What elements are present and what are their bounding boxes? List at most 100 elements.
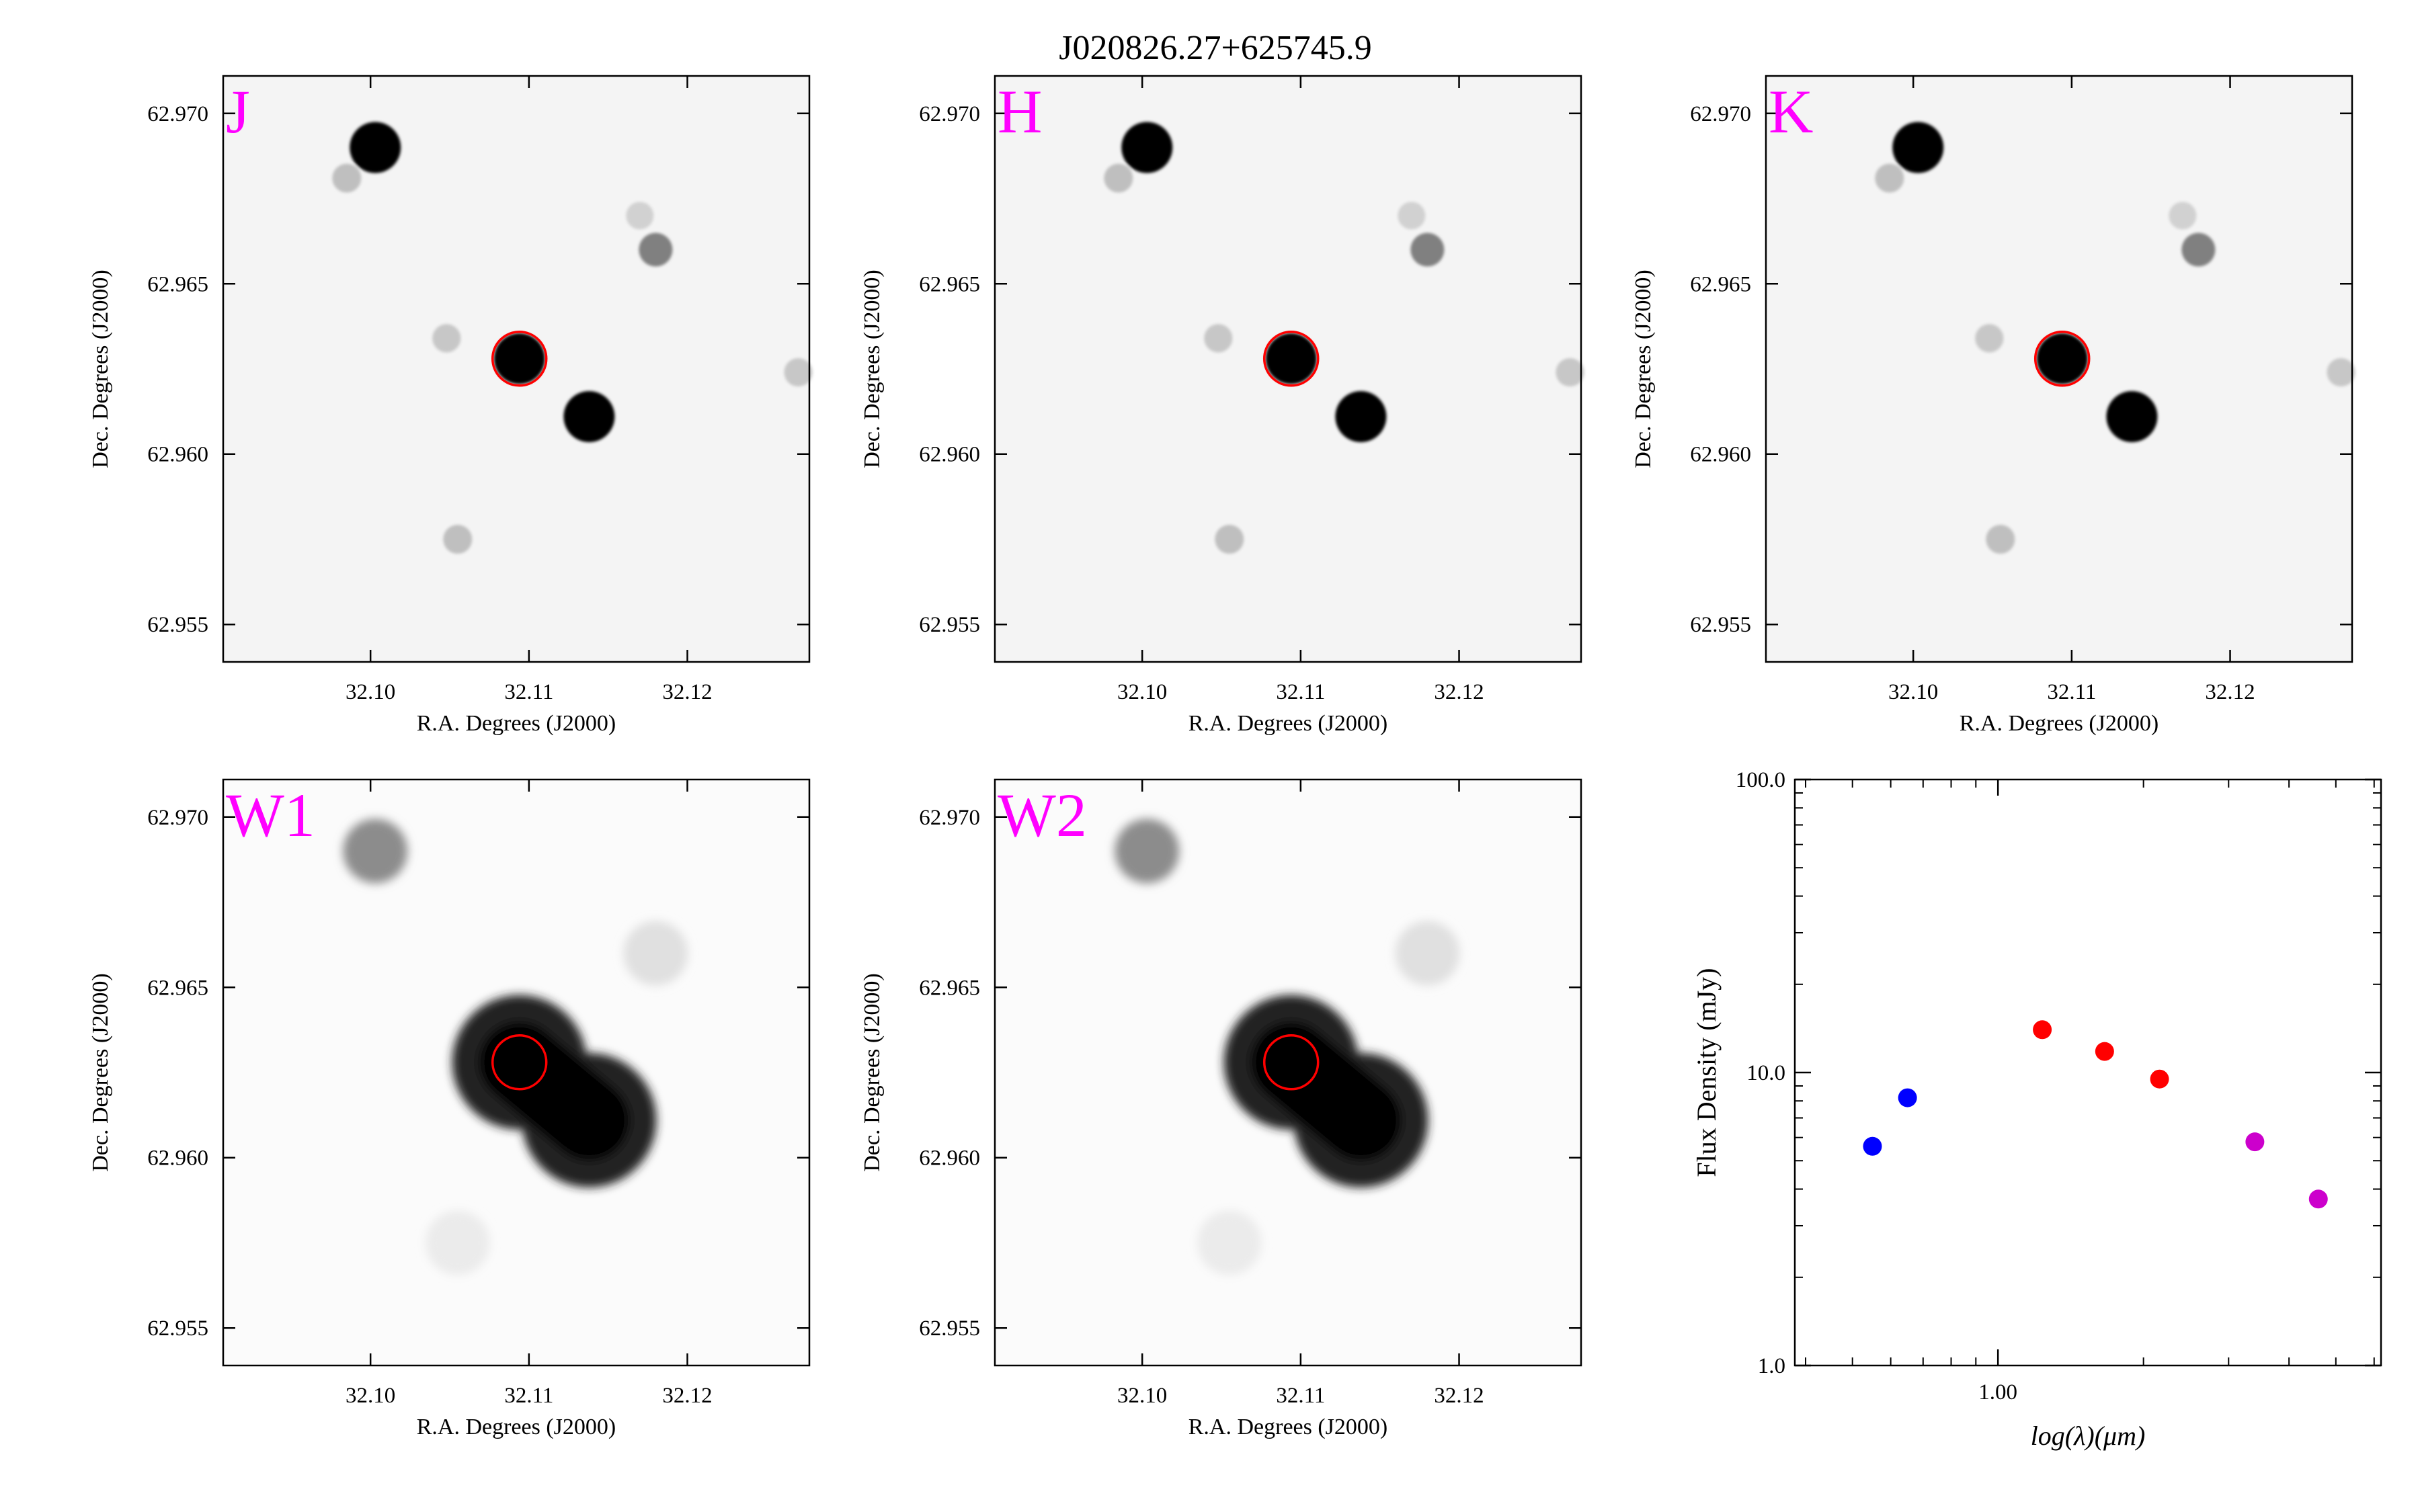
source-blob	[1265, 333, 1317, 384]
y-axis-label: Dec. Degrees (J2000)	[1631, 269, 1656, 468]
data-point	[2033, 1020, 2052, 1040]
source-blob	[1410, 233, 1445, 267]
source-blob	[623, 921, 688, 986]
source-blob	[350, 122, 401, 173]
source-blob	[1104, 163, 1133, 193]
target-circle	[2033, 331, 2091, 387]
y-axis-label: Dec. Degrees (J2000)	[860, 269, 885, 468]
source-blob	[343, 818, 408, 884]
source-blob	[1197, 1210, 1262, 1275]
y-tick-label: 62.970	[1690, 102, 1751, 126]
cutout-panel-h: 32.10 32.11 32.12 62.970 62.965 62.960 62.955 R…	[860, 75, 1584, 736]
y-tick-label: 62.970	[919, 102, 980, 126]
y-tick-label: 62.965	[147, 272, 208, 296]
source-blob	[1395, 921, 1460, 986]
source-blob	[1121, 122, 1173, 173]
x-tick-label: 32.11	[504, 1384, 553, 1408]
target-circle	[1262, 1034, 1320, 1091]
x-tick-label: 32.10	[1117, 680, 1167, 704]
x-axis-label: R.A. Degrees (J2000)	[417, 711, 616, 736]
x-tick-label: 1.00	[1978, 1380, 2017, 1404]
source-blob	[1204, 324, 1233, 353]
source-blob	[1398, 202, 1426, 230]
y-tick-label: 62.965	[919, 272, 980, 296]
data-point	[2308, 1189, 2328, 1209]
y-tick-label: 62.960	[147, 443, 208, 467]
data-point	[2150, 1069, 2169, 1089]
x-axis-label: R.A. Degrees (J2000)	[1188, 711, 1388, 736]
y-tick-label: 62.970	[147, 102, 208, 126]
source-blob	[1892, 122, 1944, 173]
band-label: W1	[226, 781, 315, 849]
y-tick-label: 62.970	[919, 806, 980, 830]
data-point	[2095, 1042, 2114, 1061]
y-tick-label: 62.955	[919, 1316, 980, 1341]
source-blob	[2106, 390, 2158, 442]
x-axis-label: R.A. Degrees (J2000)	[1960, 711, 2159, 736]
source-layer	[332, 122, 813, 554]
x-tick-label: 32.11	[1276, 1384, 1325, 1408]
data-point	[1863, 1136, 1882, 1156]
x-tick-label: 32.12	[1434, 1384, 1484, 1408]
source-blob	[1215, 524, 1244, 554]
x-tick-label: 32.11	[504, 680, 553, 704]
source-blob	[1115, 818, 1180, 884]
cutout-panel-w1: 32.10 32.11 32.12 62.970 62.965 62.960 62.955 R…	[88, 778, 811, 1439]
x-tick-label: 32.10	[1117, 1384, 1167, 1408]
y-axis-label: Dec. Degrees (J2000)	[88, 269, 113, 468]
source-blob	[443, 524, 473, 554]
x-axis-label: R.A. Degrees (J2000)	[1188, 1415, 1388, 1439]
source-blob	[493, 333, 545, 384]
y-axis-label: Flux Density (mJy)	[1691, 968, 1722, 1177]
target-circle	[491, 1034, 548, 1091]
sed-frame	[1793, 778, 2382, 1367]
y-tick-label: 62.965	[919, 976, 980, 1000]
source-blob	[432, 324, 461, 353]
figure-title: J020826.27+625745.9	[1059, 29, 1372, 67]
blended-core	[479, 1021, 630, 1161]
x-tick-label: 32.12	[1434, 680, 1484, 704]
blended-core	[1250, 1021, 1402, 1161]
x-tick-label: 32.12	[2205, 680, 2255, 704]
source-blob	[563, 390, 615, 442]
cutout-frame	[1765, 75, 2353, 663]
source-blob	[2169, 202, 2197, 230]
y-tick-label: 10.0	[1746, 1061, 1785, 1085]
source-blob	[1986, 524, 2015, 554]
source-blob	[1875, 163, 1904, 193]
data-point	[1898, 1088, 1917, 1107]
y-tick-label: 62.965	[147, 976, 208, 1000]
band-label: K	[1769, 77, 1813, 146]
source-blob	[1335, 390, 1387, 442]
y-tick-label: 100.0	[1736, 768, 1785, 792]
x-tick-label: 32.10	[1888, 680, 1938, 704]
source-layer	[1875, 122, 2355, 554]
band-label: W2	[998, 781, 1087, 849]
source-blob	[2327, 358, 2355, 387]
y-tick-label: 62.960	[1690, 443, 1751, 467]
cutout-panel-k: 32.10 32.11 32.12 62.970 62.965 62.960 62.955 R…	[1631, 75, 2355, 736]
x-axis-label: R.A. Degrees (J2000)	[417, 1415, 616, 1439]
y-tick-label: 62.955	[919, 613, 980, 637]
band-label: J	[226, 77, 250, 146]
x-tick-label: 32.10	[346, 1384, 395, 1408]
source-blob	[332, 163, 362, 193]
y-tick-label: 1.0	[1758, 1354, 1785, 1378]
x-axis-label: log(λ)(μm)	[2031, 1421, 2146, 1451]
x-tick-label: 32.11	[2047, 680, 2096, 704]
y-tick-label: 62.955	[1690, 613, 1751, 637]
source-layer	[1104, 122, 1584, 554]
sed-chart: 1.0 10.0 100.0 1.00 log(λ)(μm) Flux Density (…	[1691, 768, 2382, 1451]
y-tick-label: 62.965	[1690, 272, 1751, 296]
target-circle	[491, 331, 548, 387]
band-label: H	[998, 77, 1042, 146]
source-blob	[2181, 233, 2216, 267]
cutout-panel-j: 32.10 32.11 32.12 62.970 62.965 62.960 62.955 R…	[88, 75, 813, 736]
y-tick-label: 62.960	[919, 443, 980, 467]
source-blob	[626, 202, 654, 230]
x-tick-label: 32.12	[662, 1384, 712, 1408]
cutout-panels: 32.10 32.11 32.12 62.970 62.965 62.960 62.955 R…	[88, 75, 2355, 1439]
source-layer	[1115, 818, 1460, 1275]
cutout-frame	[994, 75, 1582, 663]
y-tick-label: 62.955	[147, 1316, 208, 1341]
